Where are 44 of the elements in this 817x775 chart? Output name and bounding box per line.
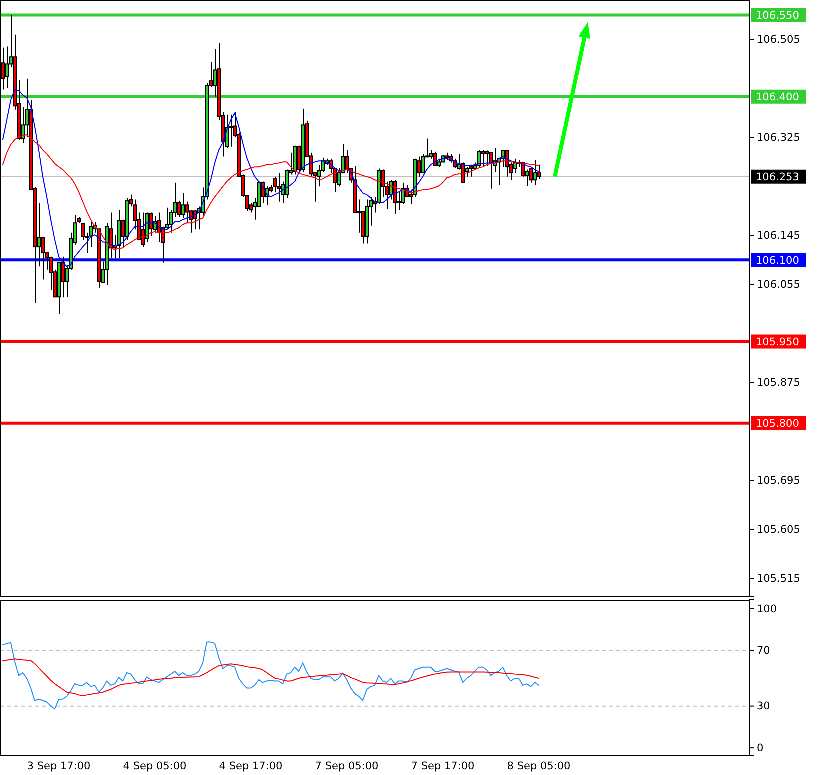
x-tick-label: 4 Sep 17:00 <box>219 760 283 772</box>
y-tick-label: 106.145 <box>757 230 800 242</box>
y-tick-label: 0 <box>757 742 764 754</box>
x-tick-label: 3 Sep 17:00 <box>27 760 91 772</box>
x-tick-label: 7 Sep 05:00 <box>315 760 379 772</box>
candlestick <box>482 150 486 166</box>
candlestick <box>422 154 426 174</box>
ref-line-label: 105.800 <box>756 418 800 430</box>
candlestick <box>534 160 538 186</box>
y-tick-label: 106.055 <box>757 278 800 291</box>
x-tick-label: 7 Sep 17:00 <box>411 760 475 772</box>
y-tick-label: 100 <box>757 603 778 616</box>
candlestick <box>182 192 186 219</box>
y-tick-label: 106.325 <box>757 132 800 144</box>
candlestick <box>194 210 198 230</box>
x-tick-label: 8 Sep 05:00 <box>507 760 571 772</box>
y-tick-label: 105.875 <box>757 376 800 389</box>
candlestick <box>230 114 234 148</box>
candlestick <box>278 172 282 202</box>
candlestick <box>470 164 474 178</box>
candlestick <box>502 150 506 168</box>
y-tick-label: 105.695 <box>757 474 800 487</box>
candlestick <box>62 256 66 298</box>
candlestick <box>538 164 542 180</box>
line-series <box>2 658 540 697</box>
candlestick <box>486 150 490 166</box>
y-tick-label: 106.505 <box>757 34 800 46</box>
line-series <box>2 642 540 710</box>
ref-line-label: 105.950 <box>756 336 800 348</box>
y-tick-label: 30 <box>757 700 770 713</box>
y-tick-label: 70 <box>757 645 770 658</box>
ref-line-label: 106.400 <box>756 92 800 104</box>
candlestick <box>506 150 510 178</box>
ref-line-label: 106.253 <box>756 172 800 184</box>
y-tick-label: 105.515 <box>757 572 800 585</box>
x-tick-label: 4 Sep 05:00 <box>123 760 187 772</box>
candlestick <box>394 180 398 214</box>
y-tick-label: 105.605 <box>757 524 800 536</box>
ref-line-label: 106.100 <box>756 254 800 267</box>
candlestick <box>142 212 146 248</box>
candlestick <box>150 212 154 237</box>
ref-line-label: 106.550 <box>756 10 800 22</box>
candlestick <box>434 151 438 166</box>
candlestick <box>478 150 482 168</box>
